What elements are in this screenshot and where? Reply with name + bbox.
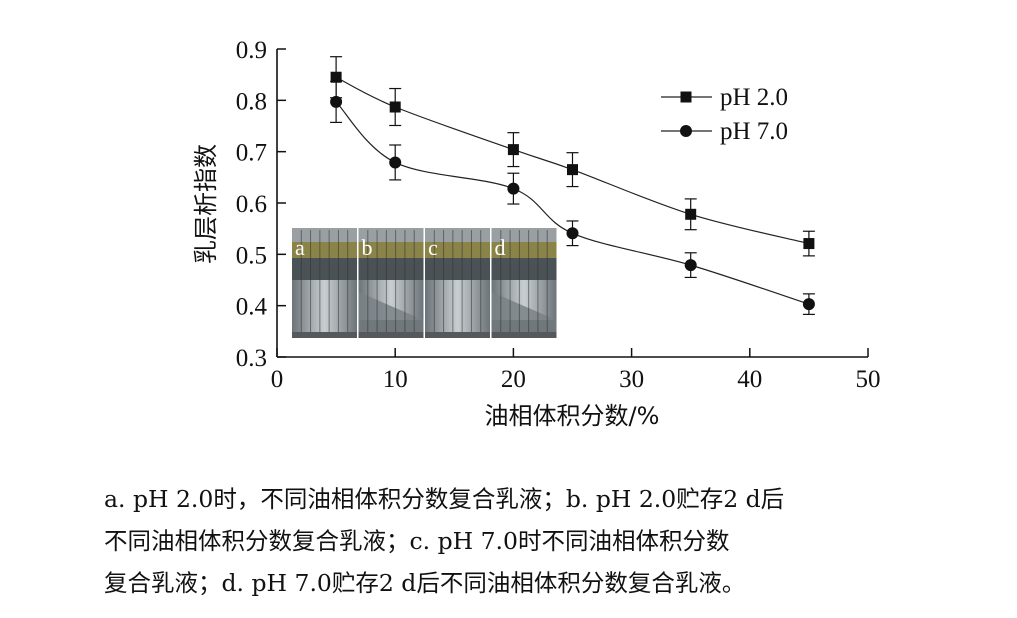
y-tick-label: 0.9 xyxy=(236,37,267,64)
y-tick-label: 0.6 xyxy=(236,191,267,218)
x-axis-title: 油相体积分数/% xyxy=(485,402,660,430)
y-tick-label: 0.7 xyxy=(236,140,267,167)
inset-label-a: a xyxy=(295,235,305,260)
inset-photo-cream xyxy=(292,280,357,332)
inset-photo-base xyxy=(491,332,557,338)
inset-photo-base xyxy=(358,332,424,338)
x-tick-label: 30 xyxy=(619,366,644,393)
inset-label-d: d xyxy=(495,235,506,260)
inset-photo-c: c xyxy=(425,228,490,338)
data-point xyxy=(566,227,579,240)
series-ph-7 xyxy=(330,80,815,315)
y-tick-label: 0.4 xyxy=(236,294,268,321)
inset-label-b: b xyxy=(362,235,373,260)
axes: 0.3 0.4 0.5 0.6 0.7 0.8 0.9 0 10 20 30 40 50 xyxy=(236,37,881,393)
inset-label-c: c xyxy=(428,235,438,260)
x-tick-label: 40 xyxy=(737,366,762,393)
y-tick-label: 0.8 xyxy=(236,88,267,115)
legend-entry-ph-7: pH 7.0 xyxy=(661,118,788,145)
data-point xyxy=(507,182,520,195)
x-tick-label: 0 xyxy=(271,366,284,393)
inset-photo-base xyxy=(292,332,357,338)
data-point xyxy=(685,208,697,220)
inset-photo-a: a xyxy=(292,228,357,338)
data-point xyxy=(802,298,815,311)
legend-label: pH 2.0 xyxy=(720,84,788,111)
inset-photo-band xyxy=(491,242,557,258)
y-tick-label: 0.5 xyxy=(236,242,267,269)
y-tick-label: 0.3 xyxy=(236,345,267,372)
data-point xyxy=(567,164,578,176)
inset-photo-b: b xyxy=(358,228,424,338)
emulsion-photo-inset: a b c d xyxy=(292,228,557,338)
caption-line-1: a. pH 2.0时，不同油相体积分数复合乳液；b. pH 2.0贮存2 d后 xyxy=(104,485,785,513)
series-ph-2 xyxy=(330,56,815,257)
inset-photo-d: d xyxy=(491,228,557,338)
inset-photo-serum xyxy=(358,292,424,336)
inset-photo-serum xyxy=(491,292,557,336)
caption-line-2: 不同油相体积分数复合乳液；c. pH 7.0时不同油相体积分数 xyxy=(104,527,730,555)
inset-photo-base xyxy=(425,332,490,338)
data-point xyxy=(389,156,402,169)
data-point xyxy=(330,71,342,83)
emulsion-index-chart: a b c d 0.3 0.4 0.5 0.6 0.7 0.8 0.9 0 10 20 30 40 50 pH… xyxy=(192,37,881,430)
inset-photo-band xyxy=(292,242,357,258)
legend-entry-ph-2: pH 2.0 xyxy=(661,84,788,111)
figure-caption: a. pH 2.0时，不同油相体积分数复合乳液；b. pH 2.0贮存2 d后 … xyxy=(104,478,984,604)
inset-photo-gap xyxy=(491,258,557,280)
series-layer xyxy=(330,56,815,315)
caption-line-3: 复合乳液；d. pH 7.0贮存2 d后不同油相体积分数复合乳液。 xyxy=(104,569,746,597)
inset-photo-band xyxy=(425,242,490,258)
legend-label: pH 7.0 xyxy=(720,118,788,145)
inset-photo-top xyxy=(425,228,490,242)
x-tick-label: 20 xyxy=(501,366,526,393)
inset-photo-band xyxy=(358,242,424,258)
y-axis-title: 乳层析指数 xyxy=(192,144,220,264)
data-point xyxy=(507,144,519,156)
legend-marker xyxy=(680,91,692,103)
legend-marker xyxy=(680,125,692,137)
data-point xyxy=(803,238,815,250)
data-point xyxy=(330,95,343,108)
inset-photo-gap xyxy=(358,258,424,280)
inset-photo-gap xyxy=(292,258,357,280)
inset-photo-top xyxy=(358,228,424,242)
x-tick-label: 50 xyxy=(856,366,881,393)
x-tick-label: 10 xyxy=(383,366,408,393)
inset-photo-gap xyxy=(425,258,490,280)
data-point xyxy=(684,259,697,272)
legend: pH 2.0 pH 7.0 xyxy=(661,84,788,145)
inset-photo-top xyxy=(292,228,357,242)
inset-photo-cream xyxy=(425,280,490,332)
inset-photo-top xyxy=(491,228,557,242)
data-point xyxy=(389,101,401,113)
